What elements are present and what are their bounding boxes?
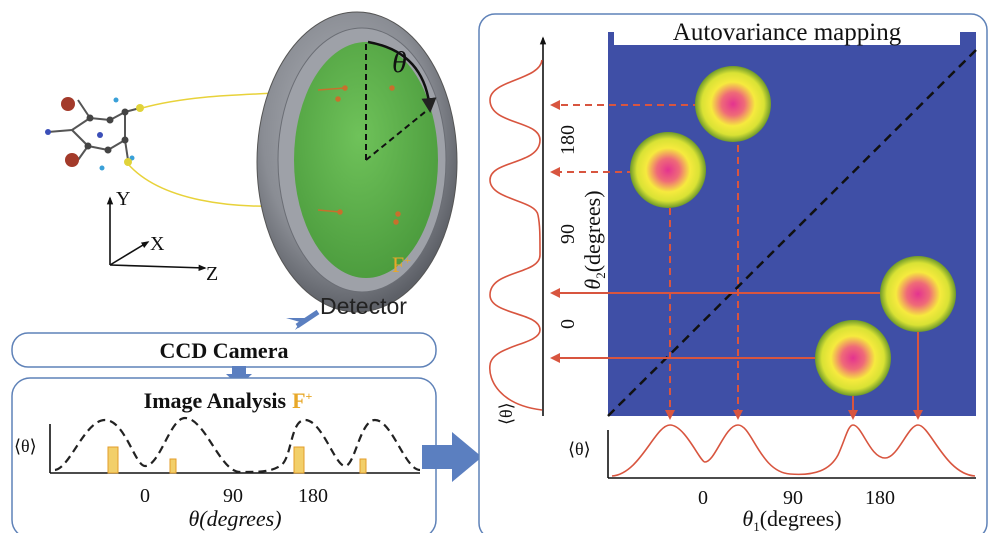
bottom-projection-ylabel: ⟨θ⟩ [568, 439, 591, 459]
image-analysis-tick-180: 180 [298, 485, 328, 507]
axis-label-y: Y [116, 188, 130, 210]
image-analysis-tick-0: 0 [140, 485, 150, 507]
molecule-icon [45, 97, 144, 171]
axis-label-z: Z [206, 263, 218, 285]
correlation-spot [695, 66, 771, 142]
detector-icon [257, 12, 457, 312]
xtick-180: 180 [865, 487, 895, 509]
image-analysis-tick-90: 90 [223, 485, 243, 507]
ytick-180: 180 [557, 125, 579, 155]
histogram-bar [360, 459, 366, 473]
histogram-bar [108, 447, 118, 473]
left-projection-ylabel: ⟨θ⟩ [496, 402, 516, 425]
autovariance-title: Autovariance mapping [673, 19, 902, 46]
axis-label-x: X [150, 233, 165, 255]
ytick-90: 90 [557, 224, 579, 244]
ccd-camera-label: CCD Camera [160, 338, 289, 363]
correlation-spot [880, 256, 956, 332]
correlation-spot [630, 132, 706, 208]
theta-symbol: θ [392, 46, 407, 79]
detector-label: Detector [320, 293, 407, 319]
xtick-0: 0 [698, 487, 708, 509]
image-analysis-xlabel: θ(degrees) [188, 506, 281, 531]
ytick-0: 0 [557, 319, 579, 329]
histogram-bar [170, 459, 176, 473]
histogram-bar [294, 447, 304, 473]
image-analysis-ylabel: ⟨θ⟩ [14, 436, 37, 456]
correlation-spot [815, 320, 891, 396]
